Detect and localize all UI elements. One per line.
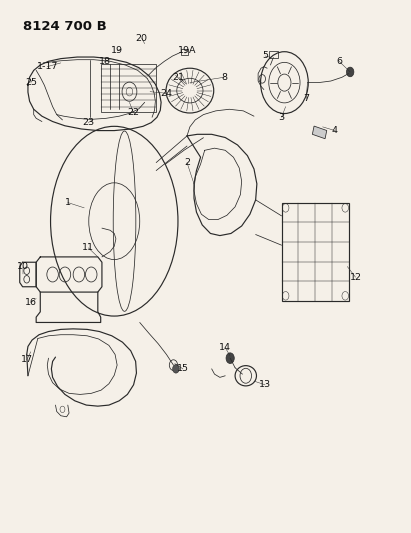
Circle shape — [226, 353, 234, 364]
Text: 2: 2 — [184, 158, 190, 167]
Text: 6: 6 — [336, 57, 342, 66]
Text: 11: 11 — [82, 244, 95, 252]
Text: 7: 7 — [303, 94, 309, 103]
Text: 4: 4 — [332, 126, 338, 135]
Bar — [101, 64, 156, 112]
Text: 8: 8 — [221, 73, 227, 82]
Text: 21: 21 — [173, 73, 185, 82]
Bar — [312, 126, 327, 139]
Text: 3: 3 — [279, 113, 284, 122]
Text: 13: 13 — [259, 381, 271, 389]
Text: 23: 23 — [82, 118, 95, 127]
Text: 8124 700 B: 8124 700 B — [23, 20, 106, 33]
Text: 15: 15 — [177, 365, 189, 373]
Bar — [282, 203, 349, 301]
Text: 25: 25 — [25, 78, 37, 87]
Bar — [269, 51, 278, 58]
Text: 17: 17 — [21, 356, 33, 364]
Text: 1-17: 1-17 — [37, 62, 58, 71]
Text: 20: 20 — [136, 34, 148, 43]
Text: 22: 22 — [127, 109, 140, 117]
Text: 14: 14 — [219, 343, 231, 352]
Circle shape — [173, 365, 179, 373]
Text: 10: 10 — [16, 262, 29, 271]
Circle shape — [346, 67, 354, 77]
Text: 12: 12 — [349, 273, 362, 281]
Text: 24: 24 — [160, 89, 173, 98]
Text: 1: 1 — [65, 198, 71, 207]
Text: 19A: 19A — [178, 46, 196, 55]
Bar — [181, 49, 188, 55]
Text: 18: 18 — [99, 57, 111, 66]
Text: 5: 5 — [262, 52, 268, 60]
Text: 19: 19 — [111, 46, 123, 55]
Text: 16: 16 — [25, 298, 37, 307]
